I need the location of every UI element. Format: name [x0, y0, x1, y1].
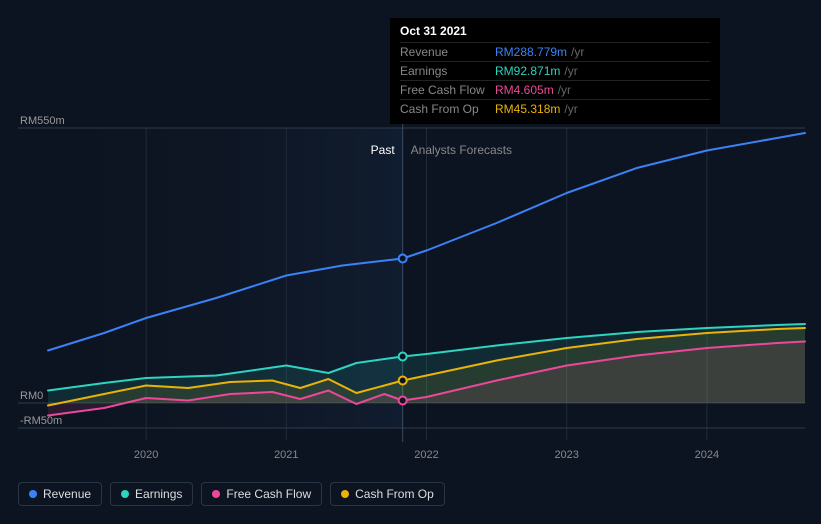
tooltip-row-label: Revenue [400, 45, 495, 59]
series-marker-cash-from-op [399, 377, 407, 385]
tooltip-row-label: Free Cash Flow [400, 83, 495, 97]
legend-item-label: Earnings [135, 487, 182, 501]
x-axis-tick-label: 2022 [414, 449, 438, 461]
legend-item-label: Cash From Op [355, 487, 434, 501]
x-axis-tick-label: 2020 [134, 449, 158, 461]
tooltip-row-value: RM45.318m [495, 102, 560, 116]
y-axis-tick-label: RM0 [20, 390, 43, 402]
tooltip-row-unit: /yr [564, 102, 577, 116]
legend-item-free-cash-flow[interactable]: Free Cash Flow [201, 482, 322, 506]
tooltip-row: Cash From OpRM45.318m/yr [400, 99, 710, 118]
tooltip-row-unit: /yr [564, 64, 577, 78]
tooltip-row-unit: /yr [571, 45, 584, 59]
legend-dot-icon [29, 490, 37, 498]
legend-item-earnings[interactable]: Earnings [110, 482, 193, 506]
past-section-label: Past [371, 143, 396, 157]
series-marker-free-cash-flow [399, 397, 407, 405]
tooltip-date: Oct 31 2021 [400, 24, 710, 38]
legend-item-label: Revenue [43, 487, 91, 501]
tooltip-row: RevenueRM288.779m/yr [400, 42, 710, 61]
chart-tooltip: Oct 31 2021 RevenueRM288.779m/yrEarnings… [390, 18, 720, 124]
legend-dot-icon [212, 490, 220, 498]
tooltip-row-unit: /yr [558, 83, 571, 97]
legend-item-cash-from-op[interactable]: Cash From Op [330, 482, 445, 506]
legend-item-revenue[interactable]: Revenue [18, 482, 102, 506]
tooltip-row-label: Cash From Op [400, 102, 495, 116]
tooltip-rows: RevenueRM288.779m/yrEarningsRM92.871m/yr… [400, 42, 710, 118]
tooltip-row: EarningsRM92.871m/yr [400, 61, 710, 80]
x-axis-tick-label: 2021 [274, 449, 298, 461]
legend-dot-icon [121, 490, 129, 498]
y-axis-tick-label: -RM50m [20, 415, 62, 427]
financials-forecast-chart: 2020 2021 2022 2023 2024 RM550m RM0 -RM50m Past A… [0, 0, 821, 524]
x-axis-tick-label: 2024 [695, 449, 719, 461]
series-marker-revenue [399, 255, 407, 263]
tooltip-row-value: RM288.779m [495, 45, 567, 59]
tooltip-row: Free Cash FlowRM4.605m/yr [400, 80, 710, 99]
series-marker-earnings [399, 353, 407, 361]
chart-legend: Revenue Earnings Free Cash Flow Cash From O… [18, 482, 445, 506]
x-axis-tick-label: 2023 [554, 449, 578, 461]
tooltip-row-label: Earnings [400, 64, 495, 78]
forecast-section-label: Analysts Forecasts [411, 143, 512, 157]
legend-dot-icon [341, 490, 349, 498]
tooltip-row-value: RM92.871m [495, 64, 560, 78]
tooltip-row-value: RM4.605m [495, 83, 554, 97]
y-axis-tick-label: RM550m [20, 115, 65, 127]
legend-item-label: Free Cash Flow [226, 487, 311, 501]
